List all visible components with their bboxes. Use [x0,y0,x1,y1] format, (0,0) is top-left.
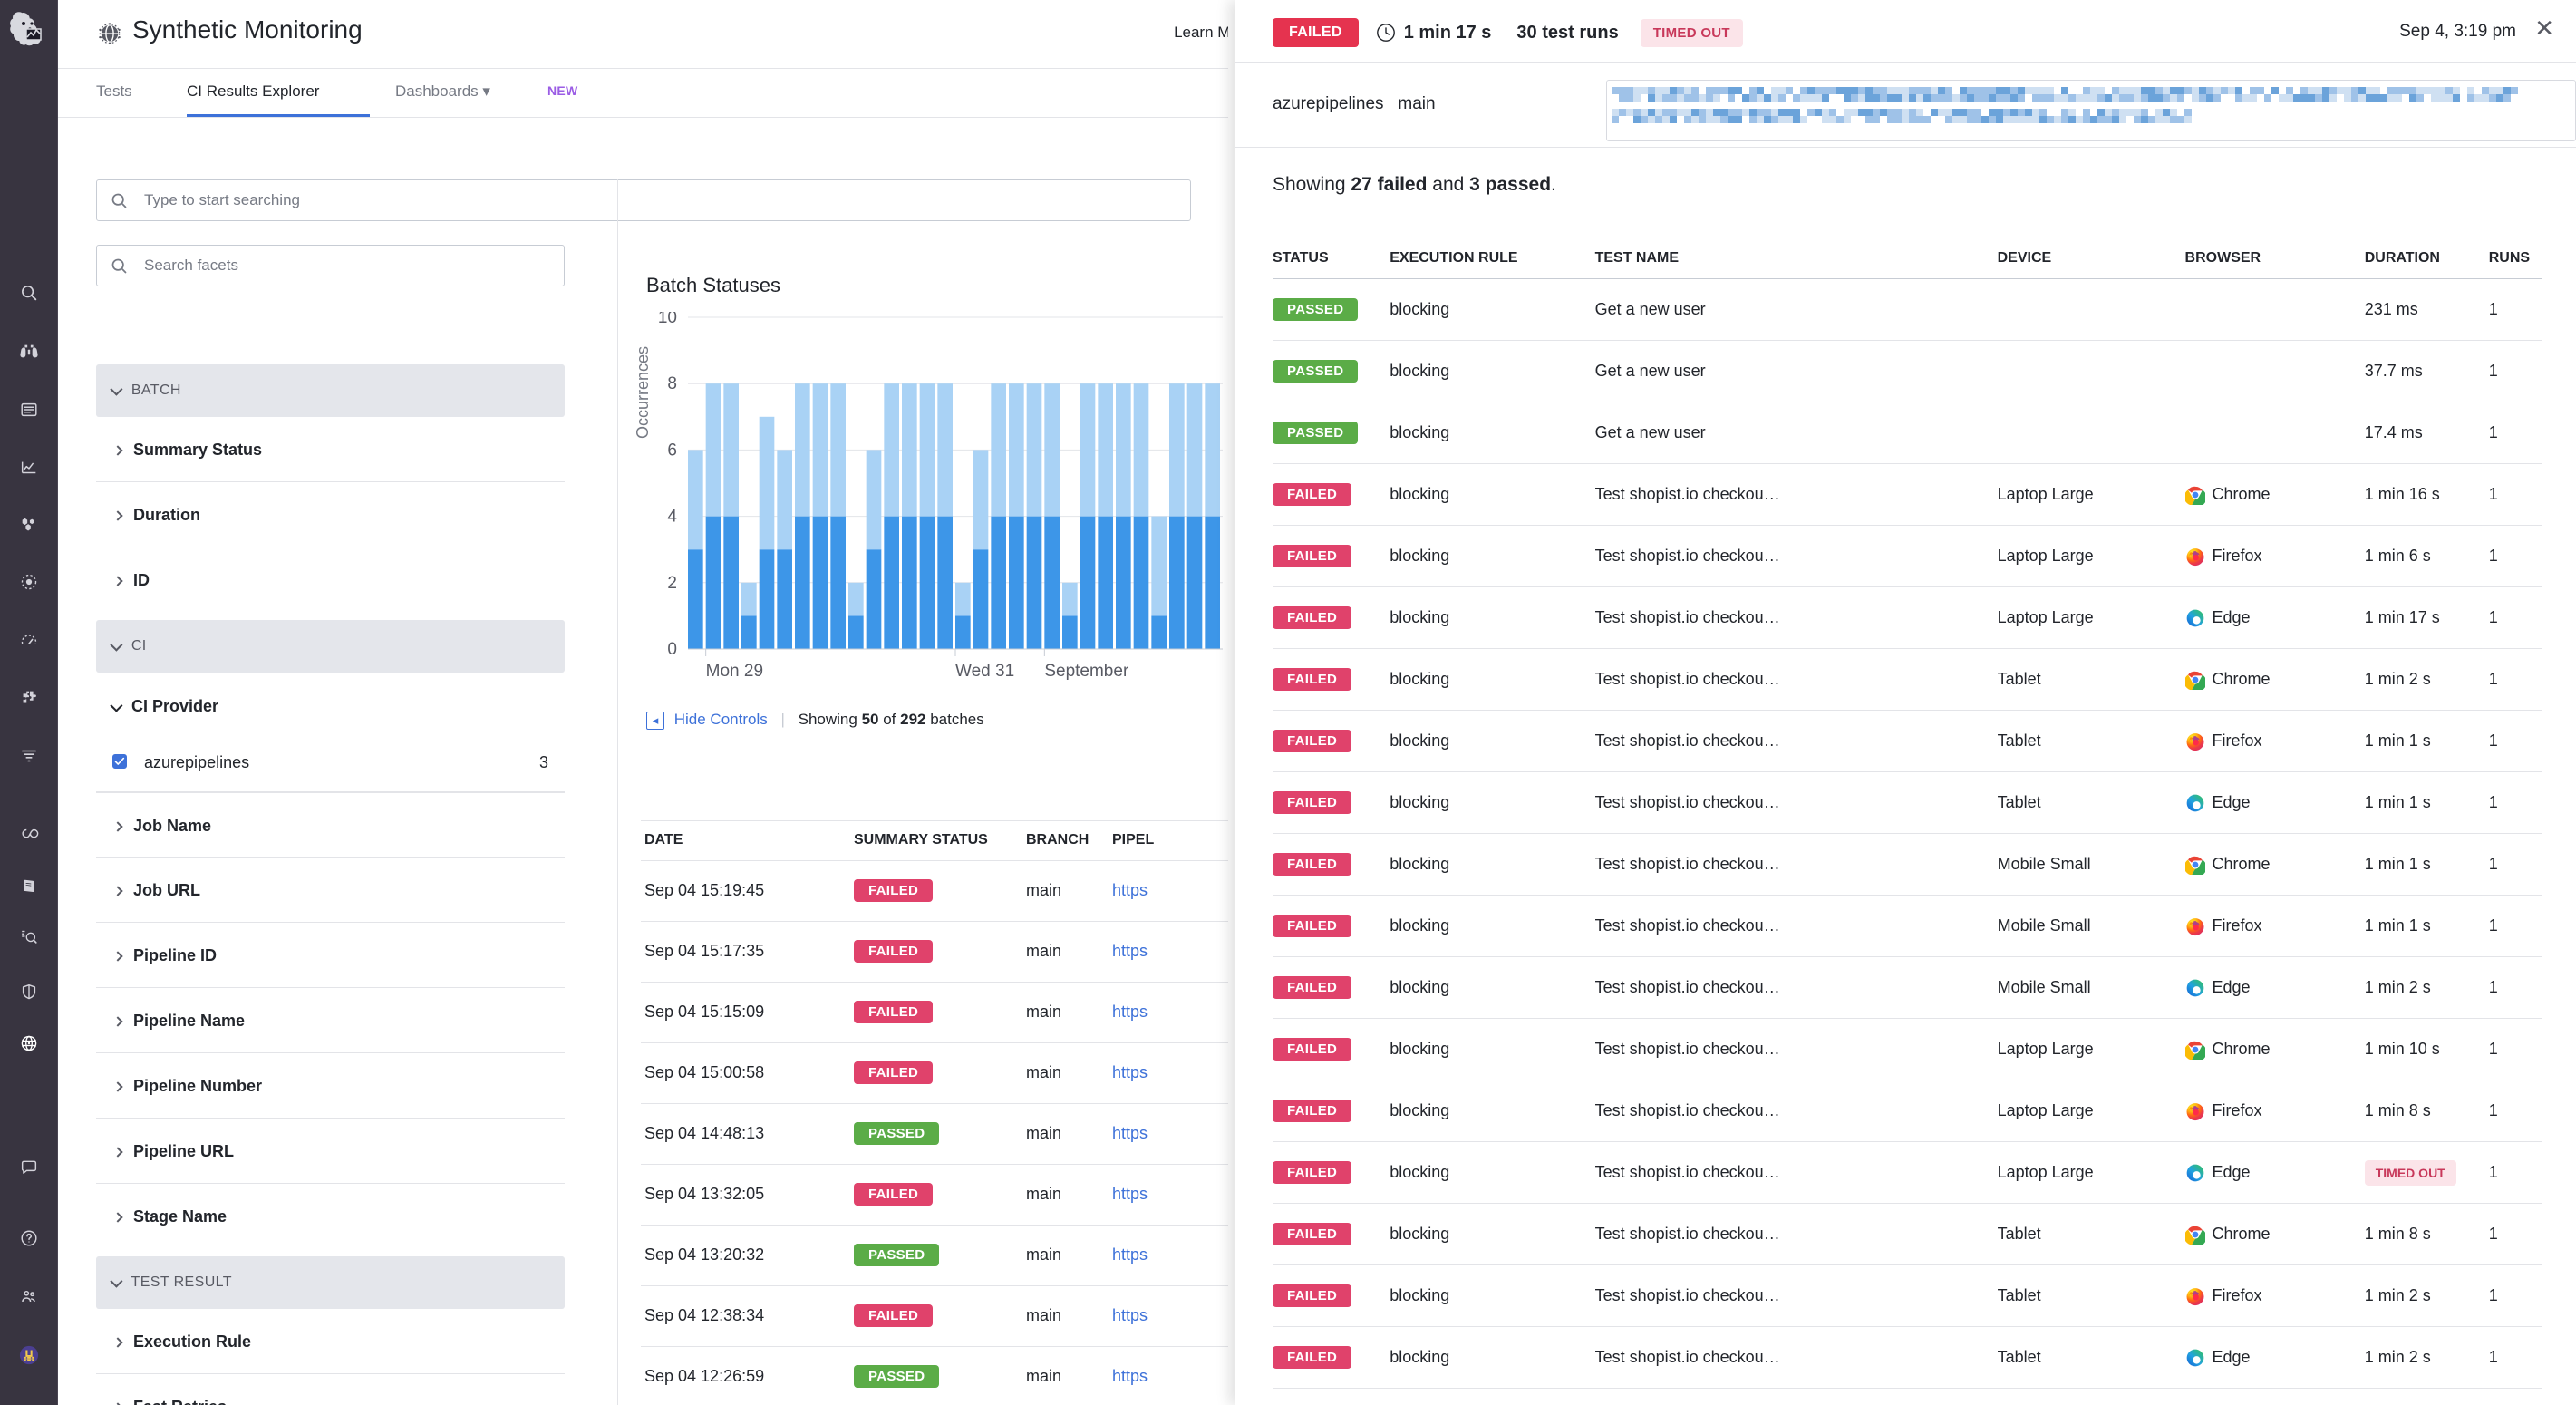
svg-text:4: 4 [667,508,677,527]
svg-text:10: 10 [658,312,677,327]
svg-text:Mon 29: Mon 29 [706,662,763,681]
svg-text:8: 8 [667,374,677,393]
svg-text:6: 6 [667,441,677,460]
svg-text:September: September [1044,662,1129,681]
svg-text:0: 0 [667,640,677,659]
svg-text:Wed 31: Wed 31 [955,662,1014,681]
svg-text:2: 2 [667,574,677,593]
